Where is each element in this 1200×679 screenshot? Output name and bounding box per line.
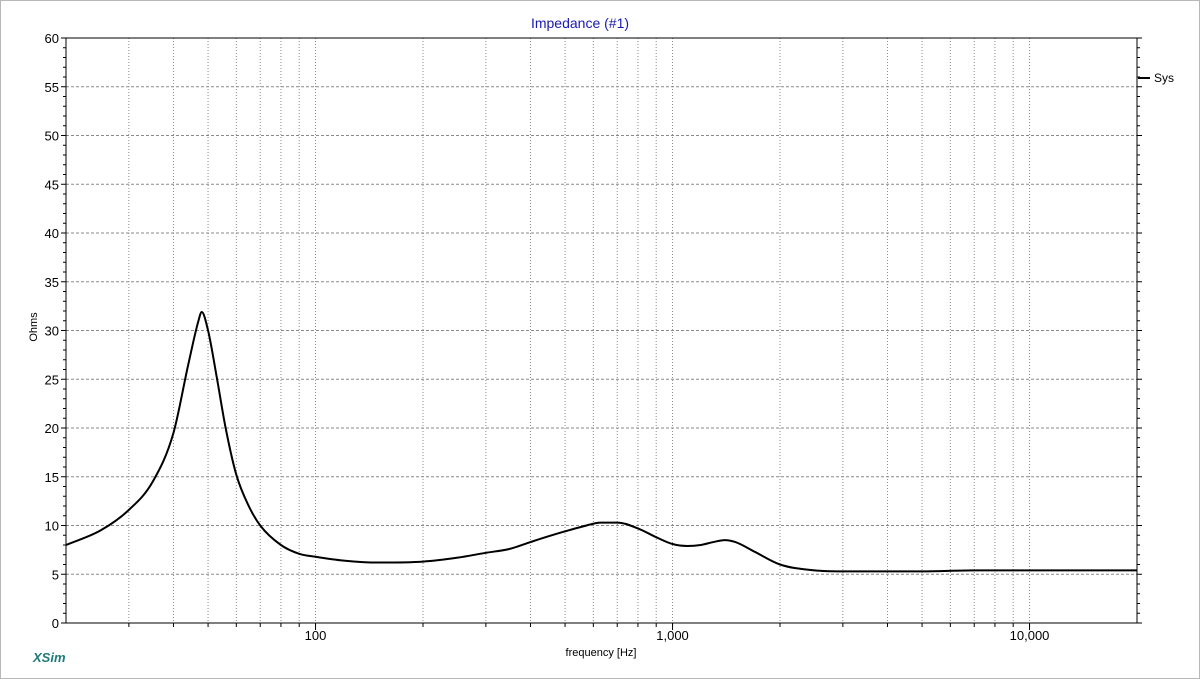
chart-title: Impedance (#1) [531, 15, 629, 31]
y-tick-label: 40 [45, 226, 59, 241]
y-tick-label: 20 [45, 421, 59, 436]
y-tick-label: 45 [45, 177, 59, 192]
y-tick-label: 15 [45, 470, 59, 485]
series-line-sys [65, 310, 1137, 573]
minor-ticks [128, 623, 1031, 627]
y-tick-label: 10 [45, 519, 59, 534]
y-tick-label: 25 [45, 372, 59, 387]
x-axis-ticks: 100 1,000 10,000 [305, 623, 1050, 643]
legend-label-sys: Sys [1154, 71, 1174, 85]
y-tick-label: 30 [45, 324, 59, 339]
y-axis-label: Ohms [28, 312, 40, 342]
x-tick-label: 10,000 [1010, 628, 1050, 643]
y-tick-label: 55 [45, 80, 59, 95]
y-tick-label: 60 [45, 31, 59, 46]
x-axis-label: frequency [Hz] [566, 647, 637, 659]
x-tick-label: 100 [305, 628, 327, 643]
xsim-brand: XSim [32, 650, 66, 665]
grid [66, 38, 1137, 623]
y-axis-ticks: 0 5 10 15 20 25 30 35 40 45 50 55 60 [45, 31, 1142, 631]
y-tick-label: 5 [52, 567, 59, 582]
x-tick-label: 1,000 [656, 628, 689, 643]
legend: Sys [1138, 71, 1174, 85]
y-tick-label: 35 [45, 275, 59, 290]
y-tick-label: 0 [52, 616, 59, 631]
y-tick-label: 50 [45, 129, 59, 144]
